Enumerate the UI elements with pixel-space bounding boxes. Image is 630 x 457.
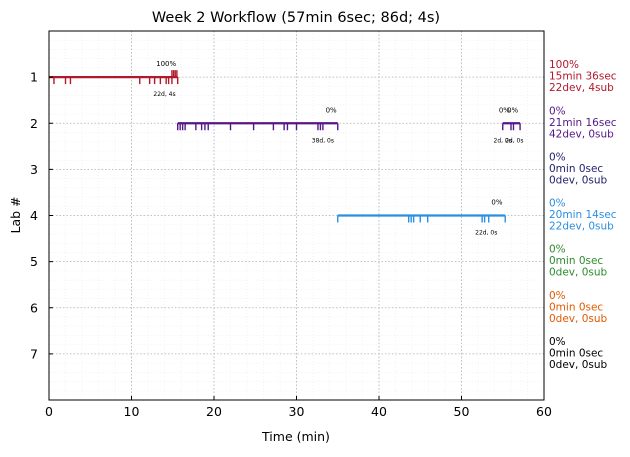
lab-summary-line: 0dev, 0sub [549,267,608,279]
segment-count-label: 2d, 0s [505,137,523,144]
lab-summary-line: 0% [549,244,566,256]
lab-summary-line: 0min 0sec [549,347,603,359]
lab-summary-line: 0% [549,105,566,117]
segment-percent-label: 100% [156,60,176,68]
lab-summary-line: 15min 36sec [549,71,617,83]
y-tick-label: 7 [30,346,38,361]
lab-summary-line: 42dev, 0sub [549,128,614,140]
segment-percent-label: 0% [499,106,510,114]
lab-summary-line: 20min 14sec [549,209,617,221]
lab-summary-line: 0dev, 0sub [549,359,608,371]
y-axis-label: Lab # [8,196,23,233]
lab-summary-line: 22dev, 4sub [549,82,614,94]
y-tick-label: 3 [30,162,38,177]
x-tick-label: 0 [45,404,53,419]
x-tick-label: 40 [371,404,387,419]
lab-summary-line: 100% [549,59,579,71]
x-tick-label: 20 [206,404,222,419]
segment-count-label: 22d, 0s [475,230,497,237]
y-tick-label: 6 [30,300,38,315]
lab-summary-line: 0dev, 0sub [549,174,608,186]
segment-percent-label: 0% [507,106,518,114]
lab-summary-line: 0min 0sec [549,301,603,313]
x-tick-label: 50 [454,404,470,419]
segment-count-label: 22d, 4s [153,91,175,98]
lab-summary-line: 0min 0sec [549,255,603,267]
lab-summary-line: 0% [549,290,566,302]
axes-layer: 0 10 20 30 40 50 60 1 2 3 4 5 6 7 [30,30,552,419]
x-axis-label: Time (min) [261,429,330,444]
chart-title: Week 2 Workflow (57min 6sec; 86d; 4s) [152,10,440,26]
lab-summary-line: 0min 0sec [549,163,603,175]
segment-percent-label: 0% [326,106,337,114]
lab-summary-line: 0% [549,151,566,163]
lab-summary-line: 0% [549,198,566,210]
x-tick-label: 10 [124,404,140,419]
y-tick-label: 4 [30,208,38,223]
y-tick-label: 2 [30,116,38,131]
y-tick-label: 5 [30,254,38,269]
lab-summary-line: 0% [549,336,566,348]
x-tick-label: 60 [536,404,552,419]
segment-percent-label: 0% [491,199,502,207]
segment-count-label: 2d, 0s [494,137,512,144]
lab-summary-line: 0dev, 0sub [549,313,608,325]
lab-summary-line: 22dev, 0sub [549,221,614,233]
data-layer: 100% 22d, 4s 0% 38d, 0s 0% 2d, 0s 0% 2d, 0s 0% 22… [49,60,523,237]
segment-count-label: 38d, 0s [312,137,334,144]
x-tick-label: 30 [289,404,305,419]
lab-summary-line: 21min 16sec [549,117,617,129]
y-tick-label: 1 [30,70,38,85]
